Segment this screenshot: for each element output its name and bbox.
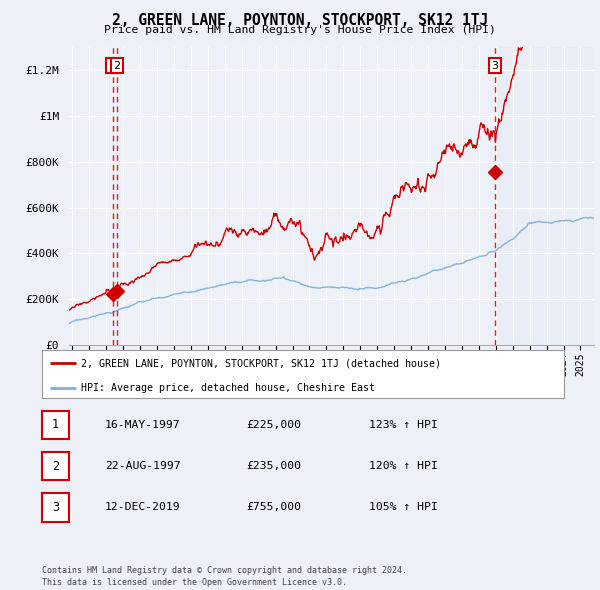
- Text: 16-MAY-1997: 16-MAY-1997: [105, 420, 181, 430]
- Text: 3: 3: [52, 501, 59, 514]
- Text: 2, GREEN LANE, POYNTON, STOCKPORT, SK12 1TJ: 2, GREEN LANE, POYNTON, STOCKPORT, SK12 …: [112, 13, 488, 28]
- Text: £755,000: £755,000: [246, 503, 301, 512]
- Text: 3: 3: [491, 61, 499, 71]
- Text: Contains HM Land Registry data © Crown copyright and database right 2024.
This d: Contains HM Land Registry data © Crown c…: [42, 566, 407, 587]
- Text: 22-AUG-1997: 22-AUG-1997: [105, 461, 181, 471]
- Text: 2: 2: [52, 460, 59, 473]
- Text: 120% ↑ HPI: 120% ↑ HPI: [369, 461, 438, 471]
- Text: 2: 2: [113, 61, 121, 71]
- Text: 1: 1: [109, 61, 116, 71]
- Text: Price paid vs. HM Land Registry's House Price Index (HPI): Price paid vs. HM Land Registry's House …: [104, 25, 496, 35]
- Text: £225,000: £225,000: [246, 420, 301, 430]
- Text: 1: 1: [52, 418, 59, 431]
- Text: 105% ↑ HPI: 105% ↑ HPI: [369, 503, 438, 512]
- Text: HPI: Average price, detached house, Cheshire East: HPI: Average price, detached house, Ches…: [81, 382, 375, 392]
- Text: 2, GREEN LANE, POYNTON, STOCKPORT, SK12 1TJ (detached house): 2, GREEN LANE, POYNTON, STOCKPORT, SK12 …: [81, 358, 441, 368]
- Bar: [496, 47, 594, 345]
- Text: £235,000: £235,000: [246, 461, 301, 471]
- Text: 123% ↑ HPI: 123% ↑ HPI: [369, 420, 438, 430]
- Text: 12-DEC-2019: 12-DEC-2019: [105, 503, 181, 512]
